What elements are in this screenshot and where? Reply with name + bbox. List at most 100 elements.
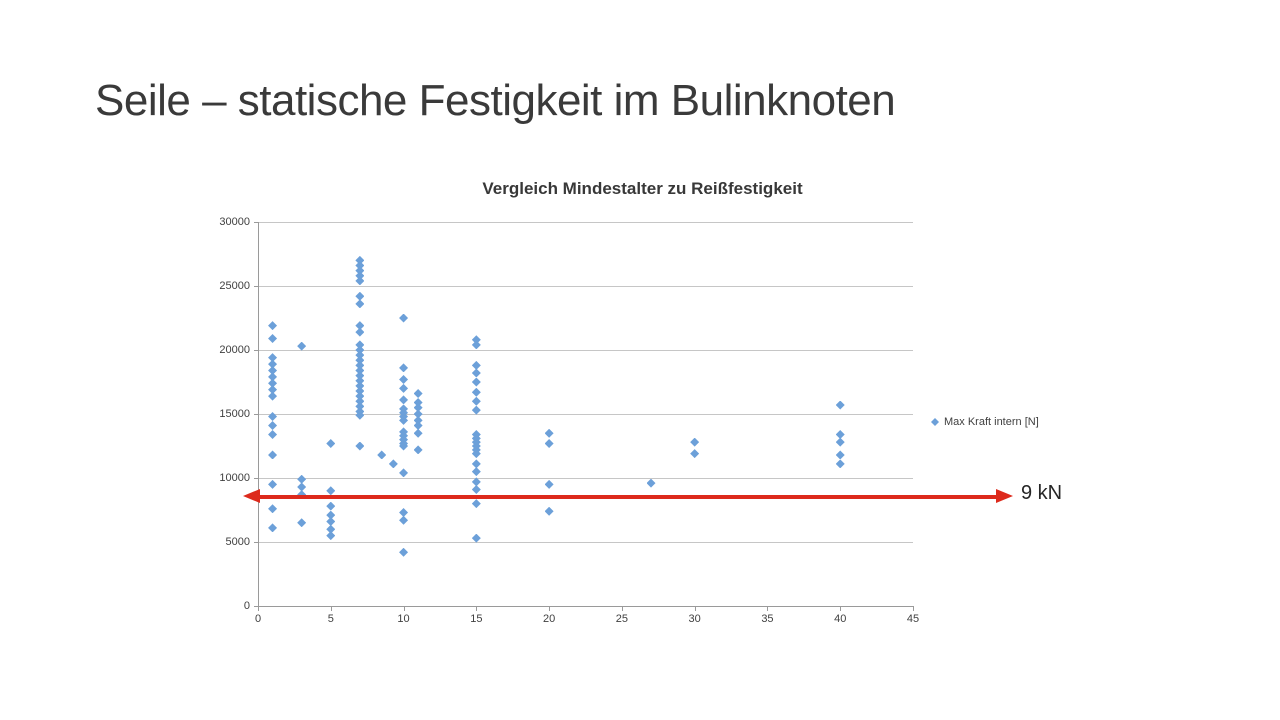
x-tick-label: 40	[834, 613, 847, 625]
x-tick	[476, 607, 478, 611]
gridline	[258, 542, 913, 543]
data-point	[268, 378, 278, 388]
data-point	[471, 499, 481, 509]
x-tick-label: 15	[470, 613, 483, 625]
data-point	[388, 459, 398, 469]
data-point	[355, 396, 365, 406]
data-point	[297, 482, 307, 492]
data-point	[471, 396, 481, 406]
data-point	[835, 459, 845, 469]
arrow-left-head-icon	[243, 489, 260, 503]
y-axis-line	[258, 222, 259, 606]
data-point	[268, 450, 278, 460]
data-point	[268, 504, 278, 514]
x-tick-label: 5	[327, 613, 334, 625]
chart-title: Vergleich Mindestalter zu Reißfestigkeit	[482, 179, 803, 198]
data-point	[297, 474, 307, 484]
data-point	[471, 533, 481, 543]
data-point	[355, 386, 365, 396]
data-point	[399, 395, 409, 405]
y-tick-label: 30000	[219, 216, 250, 228]
arrow-right-head-icon	[996, 489, 1013, 503]
data-point	[413, 445, 423, 455]
x-tick	[694, 607, 696, 611]
data-point	[355, 381, 365, 391]
data-point	[355, 441, 365, 451]
data-point	[268, 391, 278, 401]
data-point	[355, 299, 365, 309]
data-point	[355, 271, 365, 281]
data-point	[268, 523, 278, 533]
gridline	[258, 350, 913, 351]
data-point	[413, 403, 423, 413]
y-tick-label: 25000	[219, 280, 250, 292]
data-point	[471, 477, 481, 487]
data-point	[297, 341, 307, 351]
data-point	[471, 449, 481, 459]
gridline	[258, 222, 913, 223]
data-point	[544, 506, 554, 516]
data-point	[399, 515, 409, 525]
y-tick-label: 10000	[219, 472, 250, 484]
data-point	[413, 415, 423, 425]
y-tick	[254, 542, 258, 543]
x-tick-label: 45	[906, 613, 920, 625]
x-tick-label: 20	[542, 613, 556, 625]
data-point	[355, 266, 365, 276]
gridline	[258, 414, 913, 415]
data-point	[471, 485, 481, 495]
data-point	[326, 486, 336, 496]
data-point	[399, 547, 409, 557]
data-point	[268, 365, 278, 375]
x-tick-label: 25	[615, 613, 628, 625]
data-point	[377, 450, 387, 460]
data-point	[268, 359, 278, 369]
data-point	[326, 510, 336, 520]
data-point	[355, 261, 365, 271]
y-tick	[254, 478, 258, 479]
x-tick-label: 0	[254, 613, 262, 625]
data-point	[835, 400, 845, 410]
data-point	[471, 459, 481, 469]
data-point	[413, 389, 423, 399]
data-point	[544, 428, 554, 438]
data-point	[544, 479, 554, 489]
data-point	[326, 438, 336, 448]
x-tick-label: 10	[397, 613, 410, 625]
data-point	[399, 508, 409, 518]
data-point	[355, 365, 365, 375]
data-point	[355, 371, 365, 381]
data-point	[355, 327, 365, 337]
gridline	[258, 286, 913, 287]
data-point	[326, 517, 336, 527]
data-point	[835, 450, 845, 460]
data-point	[471, 368, 481, 378]
data-point	[690, 449, 700, 459]
y-tick	[254, 414, 258, 415]
data-point	[471, 360, 481, 370]
y-tick	[254, 286, 258, 287]
data-point	[355, 255, 365, 265]
data-point	[326, 524, 336, 534]
data-point	[355, 350, 365, 360]
legend-label: Max Kraft intern [N]	[944, 416, 1039, 428]
data-point	[399, 383, 409, 393]
data-point	[297, 490, 307, 500]
x-axis-line	[258, 606, 914, 607]
x-tick	[840, 607, 842, 611]
data-point	[413, 428, 423, 438]
data-point	[268, 421, 278, 431]
data-point	[355, 340, 365, 350]
x-tick	[258, 607, 259, 611]
data-point	[355, 391, 365, 401]
data-point	[413, 397, 423, 407]
data-point	[326, 501, 336, 511]
chart-legend: Max Kraft intern [N]	[931, 416, 1039, 428]
x-tick	[913, 607, 914, 611]
y-tick	[254, 606, 258, 607]
data-point	[413, 409, 423, 419]
data-point	[471, 387, 481, 397]
data-point	[471, 405, 481, 415]
x-tick	[330, 607, 332, 611]
